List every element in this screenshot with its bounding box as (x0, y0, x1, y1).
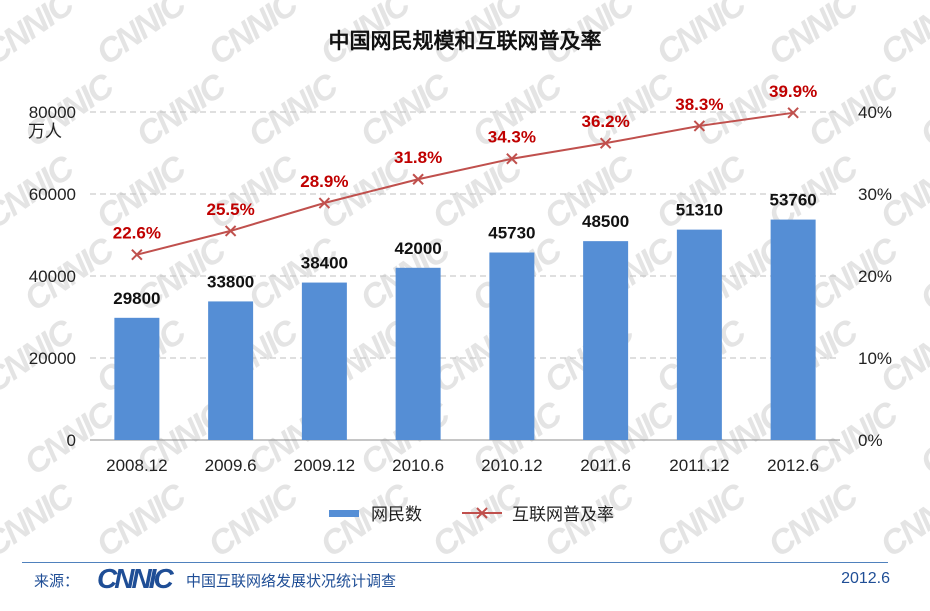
bar (770, 219, 816, 440)
bar (114, 317, 160, 440)
line-marker (224, 225, 237, 237)
bar-value-label: 48500 (582, 212, 629, 231)
x-tick-label: 2009.12 (294, 456, 355, 475)
line-value-label: 31.8% (394, 148, 442, 167)
bar-value-label: 38400 (301, 254, 348, 273)
line-marker (318, 197, 331, 209)
bar-value-label: 45730 (488, 224, 535, 243)
line-marker (131, 248, 143, 261)
source-label: 来源： (34, 572, 80, 590)
y-tick-right: 30% (858, 185, 892, 204)
y-tick-left: 20000 (29, 349, 76, 368)
bar-value-label: 33800 (207, 272, 254, 291)
x-tick-label: 2010.12 (481, 456, 542, 475)
y-axis-left-label: 万人 (28, 122, 62, 142)
legend-bar-label: 网民数 (371, 505, 422, 525)
line-marker (599, 137, 612, 149)
chart-title: 中国网民规模和互联网普及率 (329, 29, 602, 53)
legend-bar-swatch (329, 510, 359, 517)
y-tick-left: 60000 (29, 185, 76, 204)
y-tick-left: 80000 (29, 103, 76, 122)
bar (301, 282, 347, 440)
cnnic-logo: CNNIC (97, 563, 174, 594)
x-tick-label: 2011.6 (580, 456, 631, 475)
x-tick-label: 2012.6 (767, 456, 819, 475)
x-tick-label: 2010.6 (392, 456, 444, 475)
penetration-line (136, 111, 794, 256)
bar-value-label: 53760 (769, 191, 816, 210)
line-marker (693, 120, 706, 132)
x-tick-label: 2009.6 (205, 456, 257, 475)
y-tick-right: 0% (858, 431, 883, 450)
x-tick-label: 2011.12 (669, 456, 729, 475)
bar-value-label: 29800 (113, 289, 160, 308)
line-value-label: 38.3% (675, 95, 723, 114)
bar (489, 252, 535, 440)
line-marker (787, 107, 799, 119)
bar (583, 241, 629, 440)
y-tick-right: 20% (858, 267, 892, 286)
line-value-label: 22.6% (113, 224, 161, 243)
line-value-label: 25.5% (207, 200, 255, 219)
source-date: 2012.6 (841, 570, 890, 587)
source-name: 中国互联网络发展状况统计调查 (186, 572, 397, 590)
y-tick-right: 10% (858, 349, 892, 368)
footer-divider (22, 562, 888, 563)
bar (395, 267, 441, 440)
y-tick-left: 0 (67, 431, 76, 450)
legend-line-label: 互联网普及率 (512, 505, 614, 525)
bar (208, 301, 254, 440)
line-marker (506, 153, 518, 165)
x-tick-label: 2008.12 (106, 456, 167, 475)
bar-value-label: 51310 (676, 201, 723, 220)
legend-line-marker (476, 507, 488, 519)
line-value-label: 28.9% (300, 172, 348, 191)
line-value-label: 39.9% (769, 82, 817, 101)
line-marker (412, 173, 424, 185)
y-tick-right: 40% (858, 103, 892, 122)
bar-value-label: 42000 (394, 239, 441, 258)
y-tick-left: 40000 (29, 267, 76, 286)
line-value-label: 36.2% (582, 112, 630, 131)
line-value-label: 34.3% (488, 128, 536, 147)
bar (676, 229, 722, 440)
